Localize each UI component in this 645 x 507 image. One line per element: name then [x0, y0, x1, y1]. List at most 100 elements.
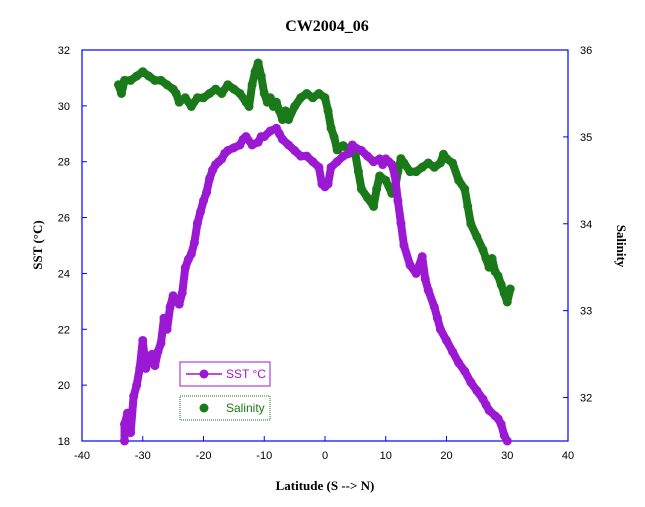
salinity-point — [372, 184, 382, 194]
sst-point — [277, 134, 287, 144]
sst-point — [199, 196, 208, 206]
y-left-tick-label: 22 — [58, 324, 70, 336]
sst-point — [344, 148, 354, 158]
sst-point — [484, 405, 494, 415]
y-right-tick-label: 33 — [580, 306, 592, 318]
salinity-point — [320, 93, 330, 103]
sst-point — [284, 140, 294, 150]
salinity-point — [171, 88, 181, 98]
x-axis-label: Latitude (S --> N) — [276, 478, 375, 493]
salinity-point — [290, 101, 300, 111]
sst-point — [323, 179, 333, 189]
salinity-point — [329, 132, 339, 142]
salinity-point — [472, 232, 482, 242]
sst-point — [454, 358, 464, 368]
salinity-point — [460, 184, 470, 194]
salinity-point — [353, 167, 363, 177]
salinity-point — [180, 93, 190, 103]
x-tick-label: -40 — [74, 450, 90, 462]
sst-point — [138, 335, 148, 345]
sst-point — [420, 274, 430, 284]
salinity-point — [381, 175, 391, 185]
x-tick-label: 10 — [380, 450, 392, 462]
y-right-tick-label: 35 — [580, 132, 592, 144]
salinity-point — [493, 271, 503, 281]
sst-point — [153, 347, 163, 357]
sst-point — [460, 366, 470, 376]
salinity-point — [448, 158, 458, 168]
x-tick-label: 30 — [501, 450, 513, 462]
salinity-point — [217, 88, 227, 98]
salinity-point — [244, 101, 254, 111]
sst-point — [186, 249, 196, 259]
sst-point — [126, 428, 136, 438]
legend-item-sst: SST °C — [179, 361, 271, 387]
sst-point — [308, 157, 318, 167]
y-right-tick-label: 32 — [580, 393, 592, 405]
sst-point — [396, 218, 406, 228]
sst-point — [132, 380, 142, 390]
sst-point — [123, 408, 133, 418]
sst-point — [405, 260, 415, 270]
sst-point — [259, 132, 269, 142]
y-left-tick-label: 26 — [58, 213, 70, 225]
y-left-tick-label: 30 — [58, 101, 70, 113]
sst-point — [120, 436, 130, 446]
sst-point — [502, 436, 512, 446]
sst-point — [399, 241, 409, 250]
sst-point — [356, 146, 366, 156]
series-salinity — [113, 58, 515, 307]
salinity-point — [496, 280, 506, 290]
sst-point — [332, 157, 342, 167]
y-left-tick-label: 28 — [58, 157, 70, 169]
sst-point — [241, 132, 251, 142]
y-right-tick-label: 36 — [580, 45, 592, 57]
legend-box-salinity — [179, 395, 271, 421]
sst-point — [159, 313, 169, 323]
sst-point — [435, 324, 445, 334]
salinity-point — [369, 201, 379, 211]
sst-point — [387, 160, 397, 170]
sst-point — [192, 218, 202, 228]
legend: SST °C Salinity — [179, 361, 271, 421]
sst-point — [314, 162, 324, 172]
sst-point — [180, 263, 190, 273]
sst-point — [290, 146, 300, 156]
sst-point — [496, 419, 506, 429]
x-tick-label: -20 — [196, 450, 212, 462]
y-left-tick-label: 24 — [58, 268, 70, 280]
salinity-point — [235, 88, 245, 98]
salinity-point — [253, 58, 263, 68]
sst-point — [141, 363, 151, 373]
salinity-point — [399, 158, 409, 168]
y-left-tick-label: 20 — [58, 380, 70, 392]
sst-point — [423, 285, 433, 295]
sst-point — [442, 335, 451, 345]
salinity-point — [502, 297, 512, 307]
x-tick-label: 20 — [440, 450, 452, 462]
sst-point — [195, 207, 205, 217]
x-tick-label: 0 — [322, 450, 328, 462]
y-right-axis-label: Salinity — [614, 225, 629, 268]
legend-marker-salinity — [199, 403, 209, 413]
sst-point — [165, 302, 175, 312]
sst-point — [302, 151, 312, 161]
sst-point — [129, 391, 139, 401]
chart-title: CW2004_06 — [285, 18, 369, 35]
y-right-ticks: 32 33 34 35 36 — [563, 45, 592, 405]
salinity-point — [466, 219, 476, 229]
salinity-point — [487, 254, 497, 264]
sst-point — [472, 386, 482, 396]
y-right-tick-label: 34 — [580, 219, 592, 231]
salinity-point — [186, 101, 196, 111]
x-tick-label: 40 — [562, 450, 574, 462]
sst-point — [363, 151, 373, 161]
salinity-point — [363, 193, 373, 203]
sst-point — [205, 173, 215, 183]
sst-point — [162, 324, 172, 334]
salinity-point — [281, 106, 291, 116]
sst-point — [177, 288, 187, 298]
x-tick-label: -10 — [256, 450, 272, 462]
x-ticks: -40 -30 -20 -10 0 10 20 30 40 — [74, 436, 574, 462]
